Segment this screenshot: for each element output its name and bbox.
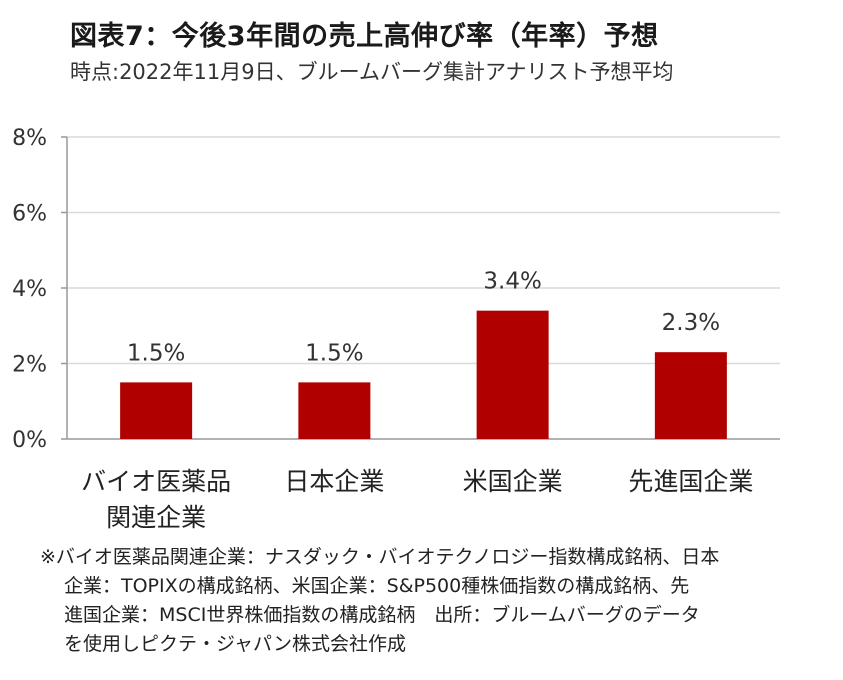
y-tick-label: 2% xyxy=(12,353,47,378)
footnote-line: を使用しピクテ・ジャパン株式会社作成 xyxy=(64,633,407,655)
footnote-line: 進国企業：MSCI世界株価指数の構成銘柄 出所：ブルームバーグのデータ xyxy=(64,604,700,626)
bar xyxy=(476,310,549,439)
bar xyxy=(654,352,727,439)
category-label: 米国企業 xyxy=(463,467,563,496)
category-label: 日本企業 xyxy=(284,467,384,496)
footnote: ※バイオ医薬品関連企業：ナスダック・バイオテクノロジー指数構成銘柄、日本 企業：… xyxy=(40,543,820,659)
category-labels: バイオ医薬品関連企業 日本企業 米国企業 先進国企業 xyxy=(81,467,753,532)
category-label: 先進国企業 xyxy=(628,467,753,496)
y-tick-label: 4% xyxy=(12,277,47,302)
bar xyxy=(298,382,371,439)
bars xyxy=(120,310,727,439)
category-label: 関連企業 xyxy=(106,503,206,532)
y-tick-label: 6% xyxy=(12,202,47,227)
chart-subtitle: 時点:2022年11月9日、ブルームバーグ集計アナリスト予想平均 xyxy=(70,60,674,84)
category-label: バイオ医薬品 xyxy=(81,467,231,496)
y-tick-label: 8% xyxy=(12,126,47,151)
chart-title: 図表7：今後3年間の売上高伸び率（年率）予想 xyxy=(70,21,659,52)
data-label: 3.4% xyxy=(483,269,541,295)
bar xyxy=(120,382,193,439)
footnote-line: ※バイオ医薬品関連企業：ナスダック・バイオテクノロジー指数構成銘柄、日本 xyxy=(40,546,720,568)
data-labels: 1.5% 1.5% 3.4% 2.3% xyxy=(127,269,720,367)
bar-chart: 0% 2% 4% 6% 8% 1.5% 1.5% 3.4% 2.3% バイオ医薬品関連企業 日本… xyxy=(12,126,780,532)
data-label: 1.5% xyxy=(305,340,363,366)
y-tick-label: 0% xyxy=(12,428,47,453)
data-label: 2.3% xyxy=(662,310,720,336)
footnote-line: 企業：TOPIXの構成銘柄、米国企業：S&P500種株価指数の構成銘柄、先 xyxy=(64,575,690,597)
data-label: 1.5% xyxy=(127,340,185,366)
axes: 0% 2% 4% 6% 8% xyxy=(12,126,780,453)
